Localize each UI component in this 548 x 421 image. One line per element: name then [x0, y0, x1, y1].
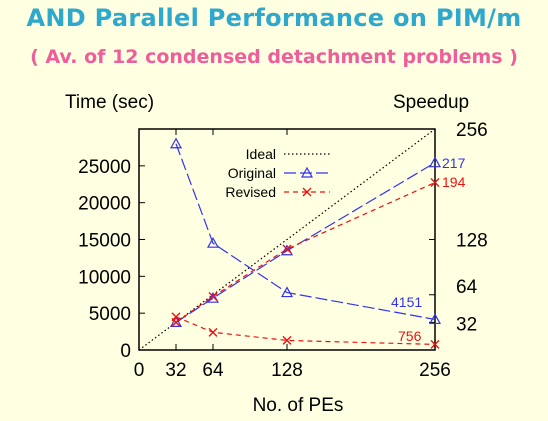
x-tick-label: 0 [134, 360, 145, 381]
x-tick-label: 32 [165, 360, 186, 381]
slide-subtitle: ( Av. of 12 condensed detachment problem… [30, 46, 518, 68]
y-left-tick-label: 10000 [78, 267, 131, 288]
legend-label-revised: Revised [225, 184, 276, 200]
point-revised-time [282, 335, 292, 345]
y-left-tick-label: 0 [120, 341, 131, 362]
series-line-original-time [175, 143, 436, 321]
point-revised-time [171, 312, 181, 322]
x-tick-label: 256 [419, 360, 451, 381]
point-revised-speedup [430, 178, 440, 188]
series-line-ideal [138, 128, 436, 351]
legend-marker-revised [302, 187, 312, 197]
point-original-time [428, 313, 442, 325]
ticks: 0 32 64 128 256 0 5000 10000 15000 20000 25000 32 64… [78, 120, 488, 381]
point-original-time [206, 236, 220, 248]
point-original-time [169, 137, 183, 149]
y-right-tick-label: 128 [456, 231, 488, 252]
legend: Ideal Original Revised [225, 146, 330, 200]
x-tick-label: 128 [271, 360, 303, 381]
y-left-tick-label: 20000 [78, 194, 131, 215]
annotation-revised-speedup: 194 [442, 174, 466, 190]
point-revised-time [430, 339, 440, 349]
series-lines [138, 128, 436, 351]
point-original-time [280, 286, 294, 298]
point-original-speedup [428, 156, 442, 168]
series-line-revised-speedup [175, 181, 436, 323]
y-left-axis-label: Time (sec) [65, 92, 154, 113]
series-markers [169, 137, 442, 349]
y-right-tick-label: 64 [456, 277, 478, 298]
slide-title: AND Parallel Performance on PIM/m [26, 4, 522, 32]
x-tick-label: 64 [202, 360, 224, 381]
y-left-tick-label: 25000 [78, 157, 131, 178]
point-original-speedup [280, 244, 294, 256]
annotation-original-time: 4151 [391, 294, 422, 310]
point-revised-speedup [208, 291, 218, 301]
legend-label-original: Original [228, 165, 276, 181]
y-right-tick-label: 256 [456, 120, 488, 141]
series-line-revised-time [175, 316, 436, 346]
series-line-original-speedup [175, 162, 436, 323]
y-right-axis-label: Speedup [393, 92, 469, 113]
legend-label-ideal: Ideal [246, 146, 276, 162]
annotation-original-speedup: 217 [442, 155, 466, 171]
point-original-speedup [169, 316, 183, 327]
point-revised-speedup [282, 244, 292, 254]
point-revised-time [208, 327, 218, 337]
y-right-tick-label: 32 [456, 314, 477, 335]
point-original-speedup [206, 291, 220, 303]
annotation-revised-time: 756 [398, 328, 422, 344]
x-axis-label: No. of PEs [253, 395, 344, 416]
legend-marker-original [300, 166, 314, 178]
y-left-tick-label: 5000 [89, 304, 131, 325]
y-left-tick-label: 15000 [78, 231, 131, 252]
